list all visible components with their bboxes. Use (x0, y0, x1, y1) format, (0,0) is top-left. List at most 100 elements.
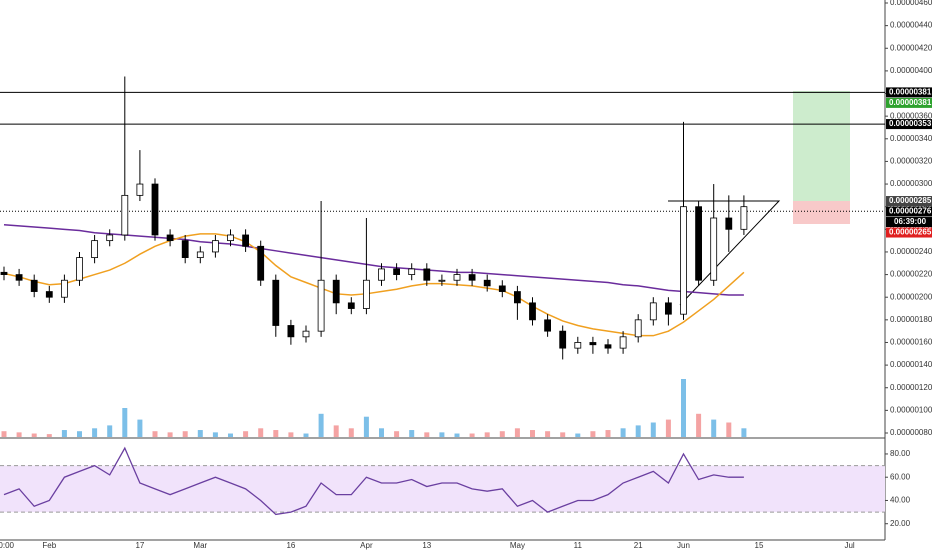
volume-bar (590, 431, 596, 437)
rsi-band (0, 465, 885, 513)
candle-body (514, 291, 521, 304)
price-badge-label: 0.00000381 (889, 88, 932, 97)
volume-bar (635, 425, 641, 437)
y-tick-label: 0.00000340 (890, 134, 932, 143)
volume-bar (333, 425, 339, 437)
x-tick-label: 11 (574, 541, 583, 550)
volume-bar (575, 433, 581, 437)
candle-body (0, 271, 8, 275)
stop-zone (793, 201, 850, 224)
candle-body (619, 336, 627, 349)
candle-body (76, 257, 83, 281)
candle-body (151, 183, 159, 236)
y-tick-label: 0.00000460 (890, 0, 932, 7)
volume-bar (152, 431, 158, 437)
candle-body (574, 342, 582, 349)
y-tick-label: 0.00000200 (890, 292, 932, 301)
candle-body (483, 279, 491, 287)
candle-body (347, 302, 355, 309)
candle-body (740, 206, 748, 230)
candle-body (680, 206, 687, 315)
volume-bar (61, 430, 67, 437)
volume-bar (182, 431, 188, 437)
volume-bar (348, 428, 354, 437)
candle-body (378, 268, 385, 281)
x-tick-label: 21 (634, 541, 643, 550)
volume-bar (711, 419, 717, 437)
candle-body (45, 291, 53, 298)
volume-bar (137, 419, 143, 437)
price-badge-label: 0.00000285 (889, 196, 932, 205)
candle-body (393, 268, 401, 275)
countdown-badge (886, 217, 932, 228)
volume-bar (318, 413, 324, 437)
candle-body (181, 240, 189, 259)
candle-body (91, 240, 98, 259)
candle-body (136, 183, 144, 196)
price-badge (886, 87, 932, 98)
x-tick-label: 17 (135, 541, 144, 550)
price-badge (886, 206, 932, 217)
candle-body (302, 330, 310, 338)
volume-bar (46, 434, 52, 437)
y-tick-label: 0.00000120 (890, 383, 932, 392)
volume-bar (439, 432, 445, 437)
y-tick-label: 0.00000300 (890, 179, 932, 188)
volume-bar (107, 425, 113, 437)
y-tick-label: 0.00000280 (890, 202, 932, 211)
candle-body (362, 279, 370, 309)
candle-body (227, 234, 234, 242)
candle-body (287, 325, 295, 338)
y-tick-label: 0.00000320 (890, 157, 932, 166)
candle-body (589, 342, 597, 346)
x-tick-label: Feb (42, 541, 56, 550)
x-tick-label: 13 (422, 541, 431, 550)
volume-bar (514, 428, 520, 437)
price-badge (886, 227, 932, 238)
volume-bar (665, 419, 671, 437)
rsi-tick-label: 60.00 (890, 472, 911, 481)
price-badge-label: 0.00000381 (889, 98, 932, 107)
volume-bar (228, 433, 233, 437)
price-badge-label: 0.00000276 (889, 207, 932, 216)
volume-bar (605, 430, 611, 437)
volume-bar (409, 430, 415, 437)
candle-body (725, 217, 733, 230)
volume-bar (620, 428, 626, 437)
volume-bar (696, 413, 702, 437)
volume-bar (530, 430, 535, 437)
x-tick-label: 00:00 (0, 541, 15, 550)
volume-bar (650, 422, 656, 437)
candle-body (544, 319, 551, 332)
volume-bar (197, 430, 203, 437)
y-tick-label: 0.00000400 (890, 66, 932, 75)
candle-body (61, 279, 68, 298)
x-tick-label: May (510, 541, 525, 550)
volume-bar (545, 431, 551, 437)
volume-bar (273, 430, 279, 437)
rsi-line (3, 446, 744, 516)
candle-body (710, 217, 718, 281)
volume-bar (303, 433, 309, 437)
candle-body (211, 240, 219, 253)
y-tick-label: 0.00000140 (890, 360, 932, 369)
price-badge (886, 97, 932, 108)
candle-body (121, 194, 129, 236)
candle-body (649, 302, 657, 321)
volume-bar (92, 428, 98, 437)
x-tick-label: Mar (193, 541, 207, 550)
volume-bar (243, 431, 249, 437)
y-tick-label: 0.00000160 (890, 338, 932, 347)
y-tick-label: 0.00000100 (890, 405, 932, 414)
y-tick-label: 0.00000220 (890, 270, 932, 279)
x-tick-label: Apr (360, 541, 373, 550)
rsi-tick-label: 40.00 (890, 496, 911, 505)
volume-bar (77, 431, 82, 437)
price-badge-label: 0.00000353 (889, 119, 932, 128)
volume-bar (122, 408, 128, 437)
candle-body (604, 344, 612, 349)
volume-bar (741, 428, 747, 437)
volume-bar (16, 432, 22, 437)
candle-body (634, 319, 642, 338)
